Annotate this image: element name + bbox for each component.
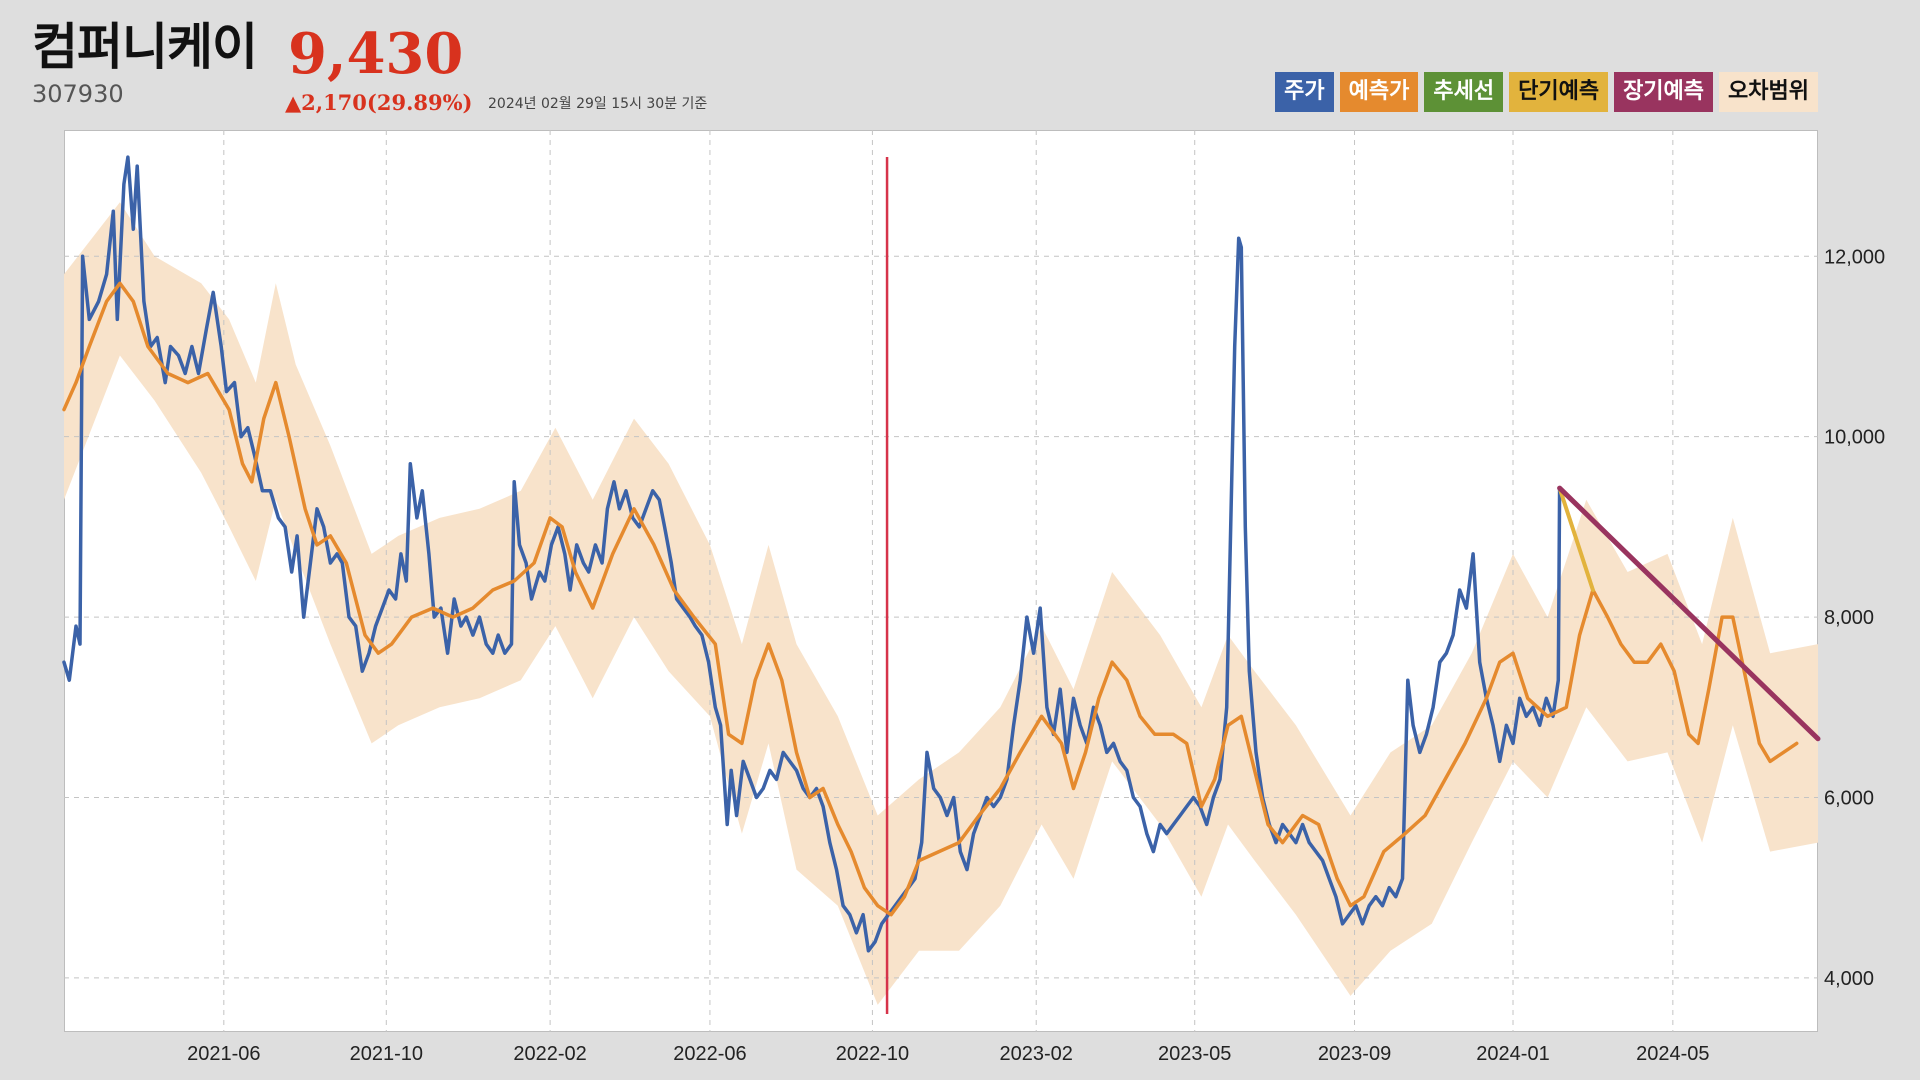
price-line [62, 155, 1562, 953]
legend-item-trendline[interactable]: 추세선 [1424, 72, 1504, 112]
x-tick-label: 2021-10 [350, 1043, 423, 1065]
current-price: 9,430 [288, 21, 464, 87]
x-tick-label: 2023-02 [1000, 1043, 1073, 1065]
stock-code: 307930 [32, 80, 124, 108]
forecast-line [62, 281, 1799, 917]
x-tick-label: 2021-06 [187, 1043, 260, 1065]
x-tick-label: 2022-10 [836, 1043, 909, 1065]
short-term-forecast-line [1557, 486, 1595, 592]
legend-item-price[interactable]: 주가 [1275, 72, 1334, 112]
y-tick-label: 12,000 [1824, 246, 1885, 268]
error-band [64, 202, 1818, 1005]
y-tick-label: 4,000 [1824, 968, 1874, 990]
x-tick-label: 2023-05 [1158, 1043, 1231, 1065]
y-tick-label: 10,000 [1824, 427, 1885, 449]
legend-item-forecast[interactable]: 예측가 [1339, 72, 1419, 112]
timestamp: 2024년 02월 29일 15시 30분 기준 [488, 96, 708, 112]
long-term-forecast-line [1557, 485, 1821, 742]
x-tick-label: 2023-09 [1318, 1043, 1391, 1065]
x-tick-label: 2024-05 [1636, 1043, 1709, 1065]
x-tick-label: 2022-06 [673, 1043, 746, 1065]
y-tick-label: 6,000 [1824, 787, 1874, 809]
legend-item-error-band[interactable]: 오차범위 [1719, 72, 1818, 112]
x-tick-label: 2024-01 [1476, 1043, 1549, 1065]
legend: 주가 예측가 추세선 단기예측 장기예측 오차범위 [1275, 72, 1818, 112]
stock-name: 컴퍼니케이 [32, 18, 258, 76]
x-tick-label: 2022-02 [513, 1043, 586, 1065]
legend-item-short-term[interactable]: 단기예측 [1509, 72, 1609, 112]
y-tick-label: 8,000 [1824, 607, 1874, 629]
legend-item-long-term[interactable]: 장기예측 [1614, 72, 1714, 112]
price-change: ▲2,170(29.89%) [285, 90, 473, 115]
